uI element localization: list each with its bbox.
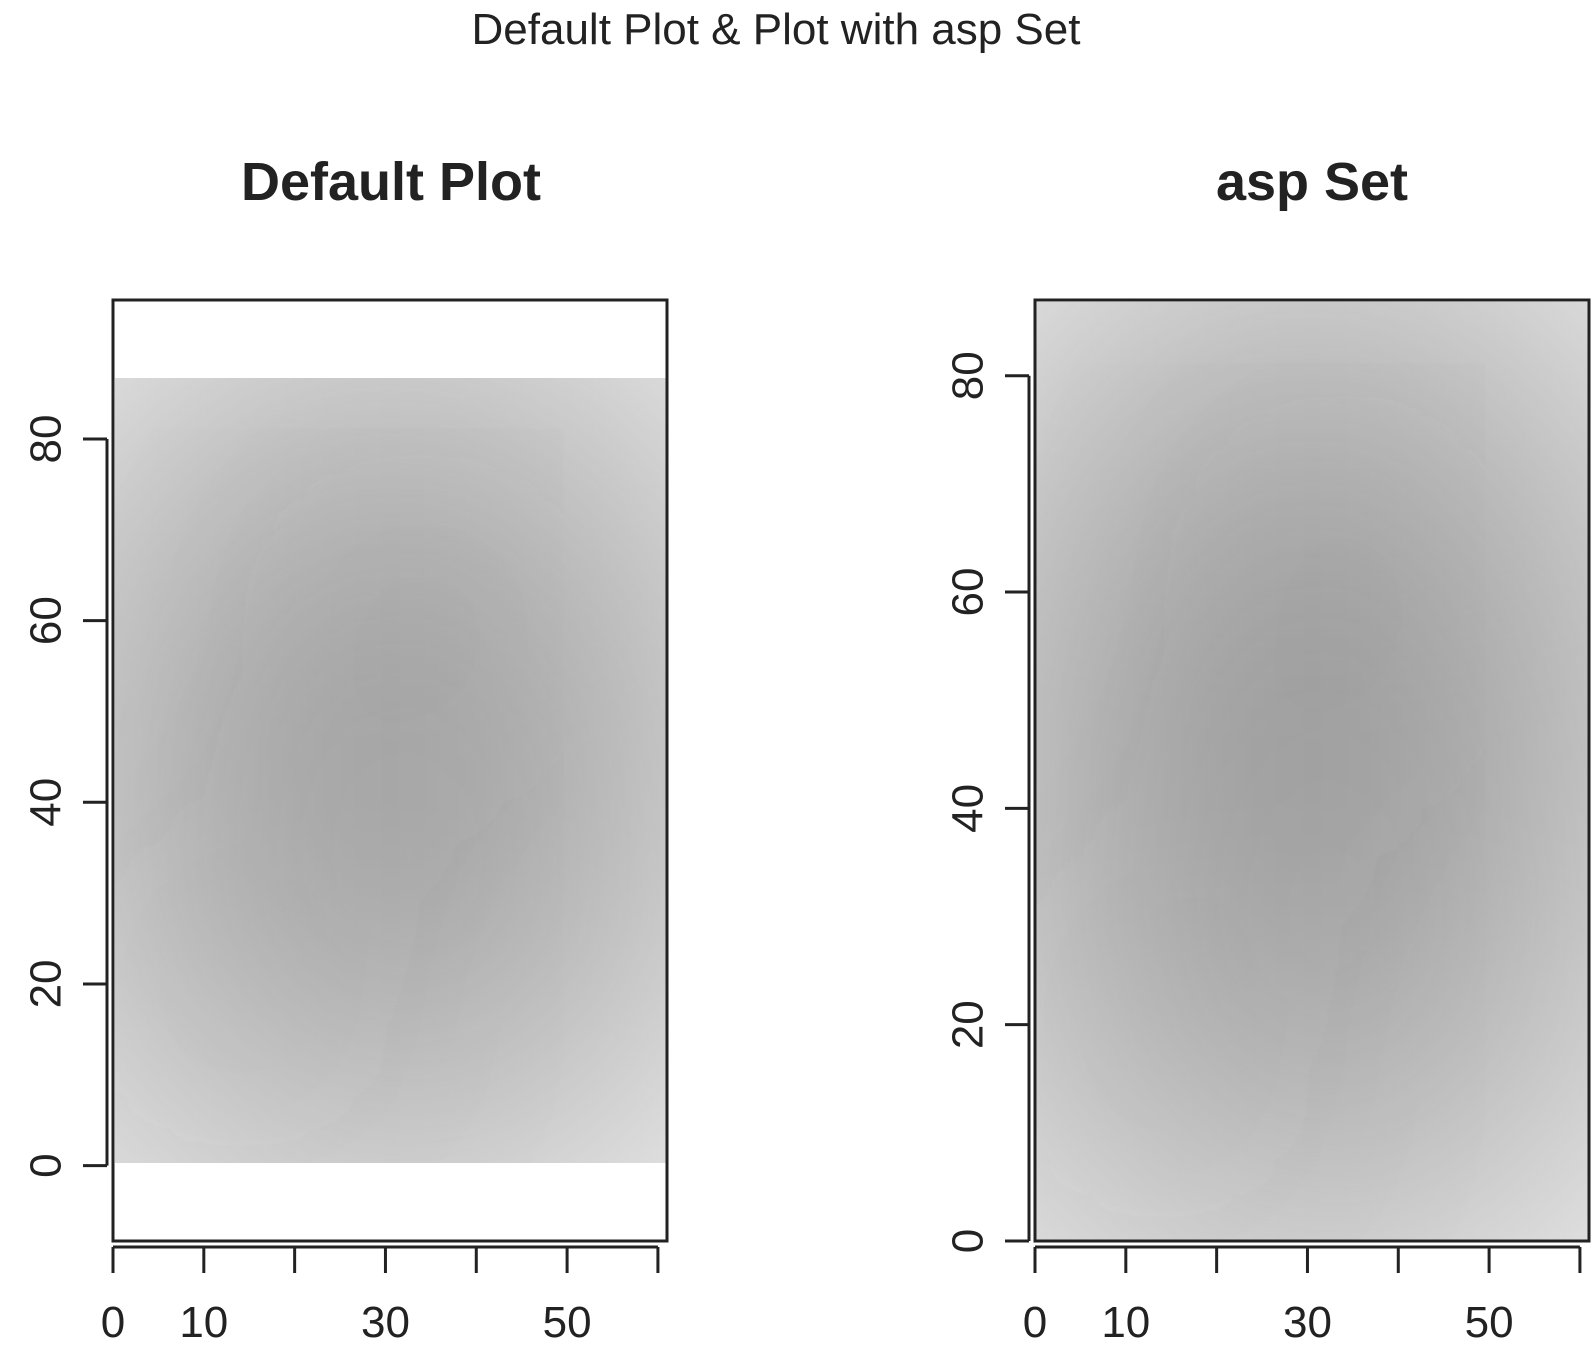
x-tick-label-30: 30	[361, 1298, 410, 1347]
y-tick-label-40: 40	[22, 778, 71, 827]
plot-box-asp-set	[1033, 298, 1591, 1243]
x-tick-label-0: 0	[101, 1298, 125, 1347]
y-tick-label-20: 20	[944, 1000, 993, 1049]
x-tick-label-30: 30	[1283, 1298, 1332, 1347]
x-axis-asp-set: 0 10 30 50	[1023, 1245, 1582, 1347]
y-tick-label-20: 20	[22, 959, 71, 1008]
y-axis-asp-set: 0 20 40 60 80	[944, 351, 1031, 1253]
y-tick-label-0: 0	[944, 1229, 993, 1253]
x-tick-label-10: 10	[1101, 1298, 1150, 1347]
y-axis-default-plot: 0 20 40 60 80	[22, 414, 109, 1178]
panel-default-plot: Default Plot 0 10 30 50 0 20 40 60 80	[22, 152, 669, 1347]
heatmap-image-default-plot	[115, 378, 666, 1163]
panel-title-asp-set: asp Set	[1216, 152, 1408, 212]
figure-title: Default Plot & Plot with asp Set	[472, 5, 1081, 54]
y-tick-label-80: 80	[22, 414, 71, 463]
panel-title-default-plot: Default Plot	[241, 152, 541, 212]
y-tick-label-80: 80	[944, 351, 993, 400]
x-tick-label-0: 0	[1023, 1298, 1047, 1347]
heatmap-image-asp-set	[1036, 302, 1588, 1241]
x-tick-label-50: 50	[1465, 1298, 1514, 1347]
y-tick-label-60: 60	[22, 596, 71, 645]
plot-box-default-plot	[111, 298, 669, 1243]
x-tick-label-50: 50	[543, 1298, 592, 1347]
x-axis-default-plot: 0 10 30 50	[101, 1245, 660, 1347]
x-tick-label-10: 10	[179, 1298, 228, 1347]
y-tick-label-0: 0	[22, 1153, 71, 1177]
y-tick-label-40: 40	[944, 784, 993, 833]
panel-asp-set: asp Set 0 10 30 50 0 20 40 60 80	[944, 152, 1591, 1347]
y-tick-label-60: 60	[944, 568, 993, 617]
